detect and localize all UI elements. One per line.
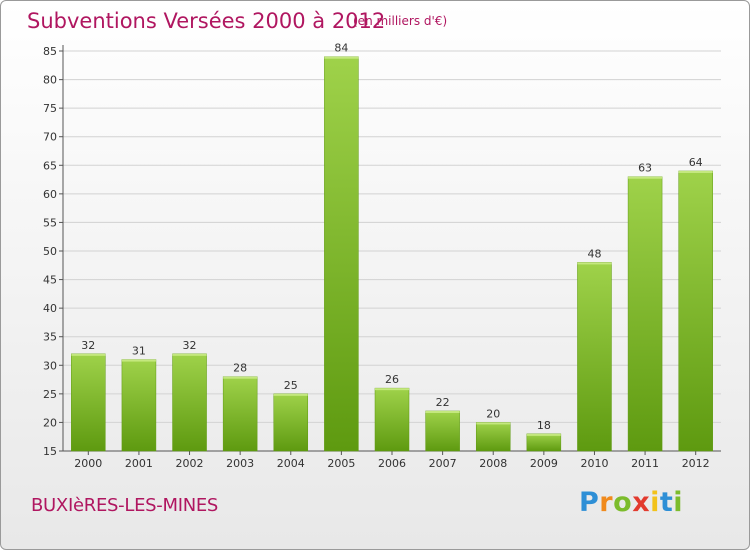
y-tick-label: 80 [43,74,57,87]
value-label: 25 [284,379,298,392]
x-tick-label: 2004 [277,457,305,470]
y-tick-label: 45 [43,274,57,287]
bar-highlight [324,56,359,59]
y-tick-label: 60 [43,188,57,201]
value-label: 18 [537,419,551,432]
bar-highlight [425,411,460,413]
x-tick-label: 2002 [176,457,204,470]
bar-2004 [273,393,309,452]
y-tick-label: 25 [43,388,57,401]
logo-letter: r [599,487,614,518]
chart-title: Subventions Versées 2000 à 2012 [27,9,386,33]
x-tick-label: 2006 [378,457,406,470]
x-tick-label: 2003 [226,457,254,470]
x-tick-label: 2010 [580,457,608,470]
y-tick-label: 30 [43,359,57,372]
bar-2008 [475,422,511,452]
bar-highlight [273,393,308,396]
bar-highlight [577,262,612,265]
x-tick-label: 2011 [631,457,659,470]
bar-highlight [172,353,207,356]
x-tick-label: 2012 [682,457,710,470]
logo-letter: x [632,487,651,518]
y-tick-label: 15 [43,445,57,458]
value-label: 64 [689,156,703,169]
bar-2003 [222,376,258,452]
bar-2002 [172,353,207,452]
x-tick-label: 2000 [74,457,102,470]
value-label: 32 [183,339,197,352]
labels: 2000 32 2001 31 2002 32 2003 28 2004 25 2005 84 2006… [74,42,709,470]
x-tick-label: 2001 [125,457,153,470]
y-tick-label: 50 [43,245,57,258]
bar-highlight [121,359,156,362]
y-tick-label: 75 [43,102,57,115]
proxiti-logo: Proxiti [579,487,683,518]
bar-2011 [627,176,663,452]
bar-2007 [425,410,460,452]
bar-2000 [71,353,106,452]
bar-highlight [223,376,258,379]
value-label: 20 [486,407,500,420]
y-tick-label: 55 [43,216,57,229]
value-label: 32 [81,339,95,352]
y-tick-label: 40 [43,302,57,315]
x-tick-label: 2005 [327,457,355,470]
logo-letter: P [579,487,600,518]
bar-2005 [324,56,359,452]
y-tick-label: 85 [43,45,57,58]
bar-2009 [526,433,562,452]
chart-subtitle: (en milliers d'€) [353,14,448,28]
value-label: 48 [587,247,601,260]
x-tick-label: 2009 [530,457,558,470]
logo-letter: i [673,487,684,518]
value-label: 26 [385,373,399,386]
x-tick-label: 2007 [429,457,457,470]
commune-name: BUXIèRES-LES-MINES [31,495,219,516]
y-tick-label: 65 [43,159,57,172]
bar-highlight [375,388,409,391]
value-label: 22 [436,396,450,409]
bar-highlight [476,422,511,425]
value-label: 63 [638,162,652,175]
bar-2001 [121,359,157,452]
bar-2006 [374,387,410,452]
value-label: 31 [132,345,146,358]
bar-highlight [526,433,561,436]
bar-2010 [577,262,612,452]
value-label: 84 [334,42,348,55]
bars [71,56,713,452]
bar-highlight [71,353,106,356]
grid-lines [63,50,721,423]
bar-highlight [678,171,713,173]
y-tick-label: 70 [43,131,57,144]
y-tick-label: 20 [43,416,57,429]
value-label: 28 [233,362,247,375]
logo-letter: i [650,487,660,518]
bar-highlight [628,176,663,179]
x-tick-label: 2008 [479,457,507,470]
bar-2012 [678,170,713,452]
y-tick-label: 35 [43,331,57,344]
logo-letter: o [613,487,633,518]
logo-letter: t [659,487,674,518]
